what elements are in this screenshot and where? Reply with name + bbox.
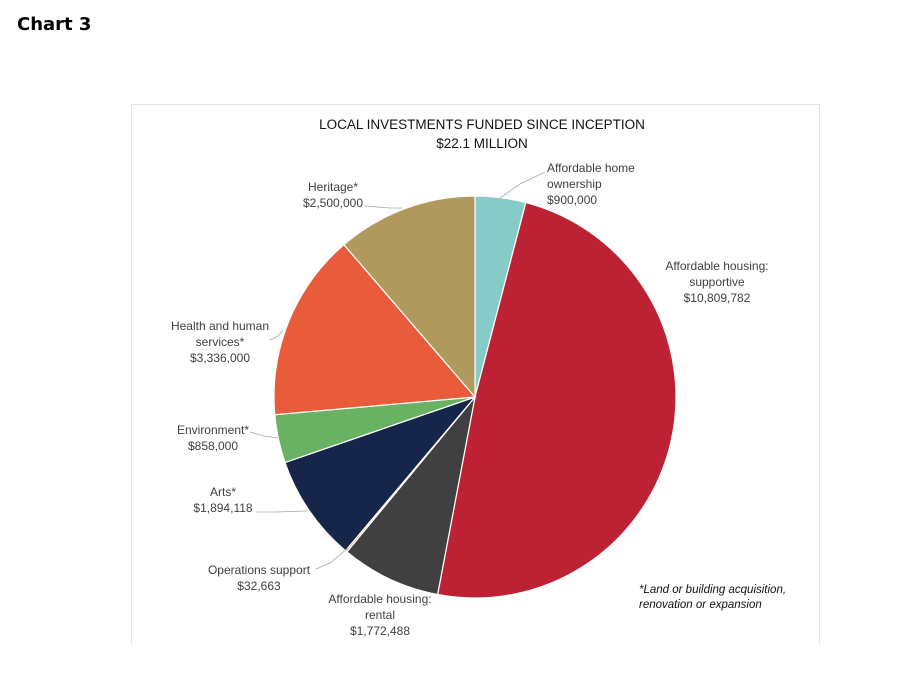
leader-line-arts [256,510,308,513]
slice-arts [284,395,477,552]
category-label-affordable-housing-rental: rental [365,608,395,622]
slice-heritage [343,195,476,399]
value-label-heritage: $2,500,000 [303,196,363,210]
value-label-operations-support: $32,663 [237,579,281,593]
category-label-operations-support: Operations support [208,563,311,577]
leader-line-heritage [364,205,402,209]
slice-affordable-housing-supportive [436,201,677,599]
slice-health-and-human-services [273,243,477,416]
leader-line-operations-support [315,547,349,570]
leader-lines [249,171,546,570]
category-label-health-and-human-services: Health and human [171,319,269,333]
value-label-environment: $858,000 [188,439,238,453]
category-label-health-and-human-services: services* [196,335,245,349]
category-label-affordable-housing-supportive: Affordable housing: [665,259,768,273]
chart-title: LOCAL INVESTMENTS FUNDED SINCE INCEPTION [319,117,645,132]
category-label-affordable-housing-rental: Affordable housing: [328,592,431,606]
slice-affordable-housing-rental [346,396,476,596]
footnote-line-2: renovation or expansion [639,599,762,611]
value-label-affordable-housing-supportive: $10,809,782 [684,291,751,305]
value-label-affordable-home-ownership: $900,000 [547,193,597,207]
category-label-affordable-home-ownership: Affordable home [547,161,635,175]
category-label-arts: Arts* [210,485,236,499]
value-label-health-and-human-services: $3,336,000 [190,351,250,365]
value-label-affordable-housing-rental: $1,772,488 [350,624,410,638]
category-label-environment: Environment* [177,423,249,437]
category-label-affordable-home-ownership: ownership [547,177,602,191]
page-heading: Chart 3 [17,14,92,35]
footnote-line-1: *Land or building acquisition, [639,584,786,596]
leader-line-affordable-home-ownership [499,171,546,199]
category-label-affordable-housing-supportive: supportive [689,275,745,289]
leader-line-environment [249,431,279,439]
category-label-heritage: Heritage* [308,180,358,194]
leader-line-health-and-human-services [269,329,284,341]
value-label-arts: $1,894,118 [193,501,252,515]
pie-slices [273,195,677,599]
chart-subtitle: $22.1 MILLION [436,136,528,151]
slice-labels: Affordable home ownership $900,000 Affordab… [171,161,769,638]
